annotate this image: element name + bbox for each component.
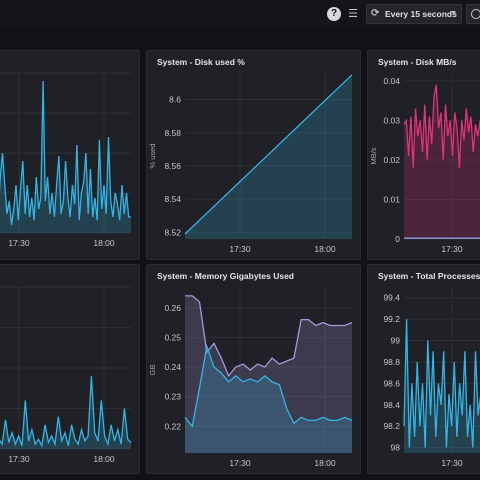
chevron-down-icon: ▼	[450, 10, 457, 17]
top-toolbar: ? ☰ ⟳ Every 15 seconds ▼	[0, 0, 480, 30]
series-area	[185, 346, 352, 453]
chart-svg: 99.4 99.2 99 98.8 98.6 98.4 98.2 98 17:30	[383, 287, 480, 468]
series-area	[185, 74, 352, 239]
y-tick-label: 8.52	[164, 227, 181, 237]
series-line	[403, 319, 480, 448]
x-tick-label: 18:00	[93, 238, 115, 248]
panel-title: System - Disk MB/s	[378, 57, 457, 67]
panel-disk-used[interactable]: 8.6 8.58 8.56 8.54 8.52 17:30 18:00 % used Syst…	[146, 50, 361, 260]
y-tick-label: 98.8	[383, 357, 400, 367]
series-area	[185, 295, 352, 453]
y-tick-label: 0.25	[164, 332, 181, 342]
panel-disk-mbs[interactable]: 0.04 0.03 0.02 0.01 0 17:30 MB/s System - Disk…	[367, 50, 480, 260]
y-tick-label: 0.03	[383, 115, 400, 125]
panel-title: System - Total Processes	[378, 271, 480, 281]
y-tick-label: 0.23	[164, 392, 181, 402]
panel-total-processes[interactable]: 99.4 99.2 99 98.8 98.6 98.4 98.2 98 17:30 System…	[367, 264, 480, 474]
y-tick-label: 99.4	[383, 293, 400, 303]
x-tick-label: 18:00	[314, 458, 336, 468]
clock-icon	[471, 9, 480, 19]
y-tick-label: 8.54	[164, 194, 181, 204]
y-axis-label: % used	[148, 143, 157, 168]
chart-grid	[185, 287, 352, 453]
x-tick-label: 17:30	[8, 454, 30, 464]
x-tick-label: 17:30	[441, 458, 463, 468]
chart-grid	[0, 72, 131, 234]
y-tick-label: 98.4	[383, 400, 400, 410]
panel-left-top[interactable]: 17:30 18:00	[0, 50, 140, 260]
y-tick-label: 8.6	[169, 95, 181, 105]
series-line	[0, 376, 132, 448]
series-line	[185, 295, 353, 378]
x-tick-label: 17:30	[229, 244, 251, 254]
x-tick-label: 17:30	[229, 458, 251, 468]
chart-svg: 17:30 18:00	[0, 72, 131, 248]
panel-left-bottom[interactable]: 17:30 18:00	[0, 264, 140, 474]
y-tick-label: 0.26	[164, 303, 181, 313]
x-tick-label: 17:30	[8, 238, 30, 248]
series-line	[184, 74, 353, 235]
y-axis-label: GB	[148, 365, 157, 376]
y-tick-label: 0.24	[164, 362, 181, 372]
y-tick-label: 0.22	[164, 421, 181, 431]
refresh-icon: ⟳	[371, 8, 380, 19]
refresh-picker-button[interactable]: ⟳ Every 15 seconds ▼	[366, 4, 462, 24]
time-picker-button[interactable]	[466, 4, 480, 24]
y-tick-label: 0.02	[383, 155, 400, 165]
series-line	[403, 84, 480, 168]
y-axis-label: MB/s	[369, 147, 378, 164]
chart-grid	[185, 73, 352, 239]
refresh-interval-label: Every 15 seconds	[385, 9, 457, 19]
series-area	[404, 319, 480, 453]
chart-svg: 0.26 0.25 0.24 0.23 0.22 17:30 18:00 GB	[148, 287, 353, 468]
y-tick-label: 98	[391, 443, 401, 453]
help-icon[interactable]: ?	[327, 7, 341, 21]
y-tick-label: 98.6	[383, 378, 400, 388]
list-icon[interactable]: ☰	[348, 8, 358, 20]
x-tick-label: 18:00	[314, 244, 336, 254]
chart-svg: 8.6 8.58 8.56 8.54 8.52 17:30 18:00 % used	[148, 73, 353, 254]
y-tick-label: 99.2	[383, 314, 400, 324]
chart-svg: 0.04 0.03 0.02 0.01 0 17:30 MB/s	[369, 73, 480, 254]
x-tick-label: 17:30	[441, 244, 463, 254]
panel-title: System - Disk used %	[157, 57, 245, 67]
y-tick-label: 0.04	[383, 76, 400, 86]
series-area	[404, 84, 480, 239]
panel-memory[interactable]: 0.26 0.25 0.24 0.23 0.22 17:30 18:00 GB System …	[146, 264, 361, 474]
y-tick-label: 0	[395, 234, 400, 244]
x-tick-label: 18:00	[93, 454, 115, 464]
y-tick-label: 0.01	[383, 194, 400, 204]
y-tick-label: 8.56	[164, 161, 181, 171]
y-tick-label: 99	[391, 336, 401, 346]
series-line	[0, 80, 131, 226]
chart-grid	[0, 286, 131, 450]
y-tick-label: 98.2	[383, 421, 400, 431]
y-tick-label: 8.58	[164, 128, 181, 138]
series-line	[184, 343, 353, 428]
chart-svg: 17:30 18:00	[0, 286, 132, 464]
panel-title: System - Memory Gigabytes Used	[157, 271, 294, 281]
